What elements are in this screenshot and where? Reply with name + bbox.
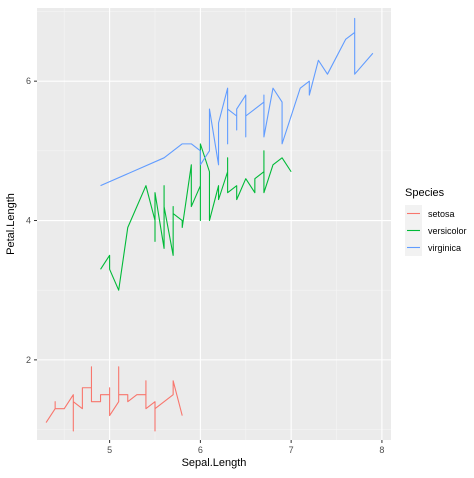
x-tick-label: 8 — [379, 445, 384, 455]
x-tick-label: 5 — [107, 445, 112, 455]
y-axis-title: Petal.Length — [5, 193, 17, 255]
legend-item-virginica: virginica — [405, 239, 461, 256]
plot-panel — [37, 8, 391, 440]
minor-grid — [37, 8, 391, 440]
legend-item-versicolor: versicolor — [405, 222, 467, 239]
series-lines — [45, 17, 374, 432]
series-line-setosa — [45, 366, 183, 432]
y-tick-label: 6 — [26, 76, 31, 86]
series-line-versicolor — [100, 143, 292, 291]
legend-label: virginica — [428, 243, 461, 253]
series-line-virginica — [100, 17, 374, 187]
x-axis: 5 6 7 8 — [107, 440, 384, 455]
y-tick-label: 4 — [26, 216, 31, 226]
y-tick-label: 2 — [26, 355, 31, 365]
major-grid — [37, 8, 391, 440]
legend-title: Species — [405, 187, 445, 199]
y-axis: 2 4 6 — [26, 76, 37, 365]
legend-label: versicolor — [428, 226, 467, 236]
x-tick-label: 7 — [289, 445, 294, 455]
x-tick-label: 6 — [198, 445, 203, 455]
legend: Species setosa versicolor virginica — [405, 187, 467, 256]
legend-label: setosa — [428, 209, 455, 219]
legend-item-setosa: setosa — [405, 205, 455, 222]
x-axis-title: Sepal.Length — [182, 457, 247, 469]
legend-entries: setosa versicolor virginica — [405, 205, 467, 256]
